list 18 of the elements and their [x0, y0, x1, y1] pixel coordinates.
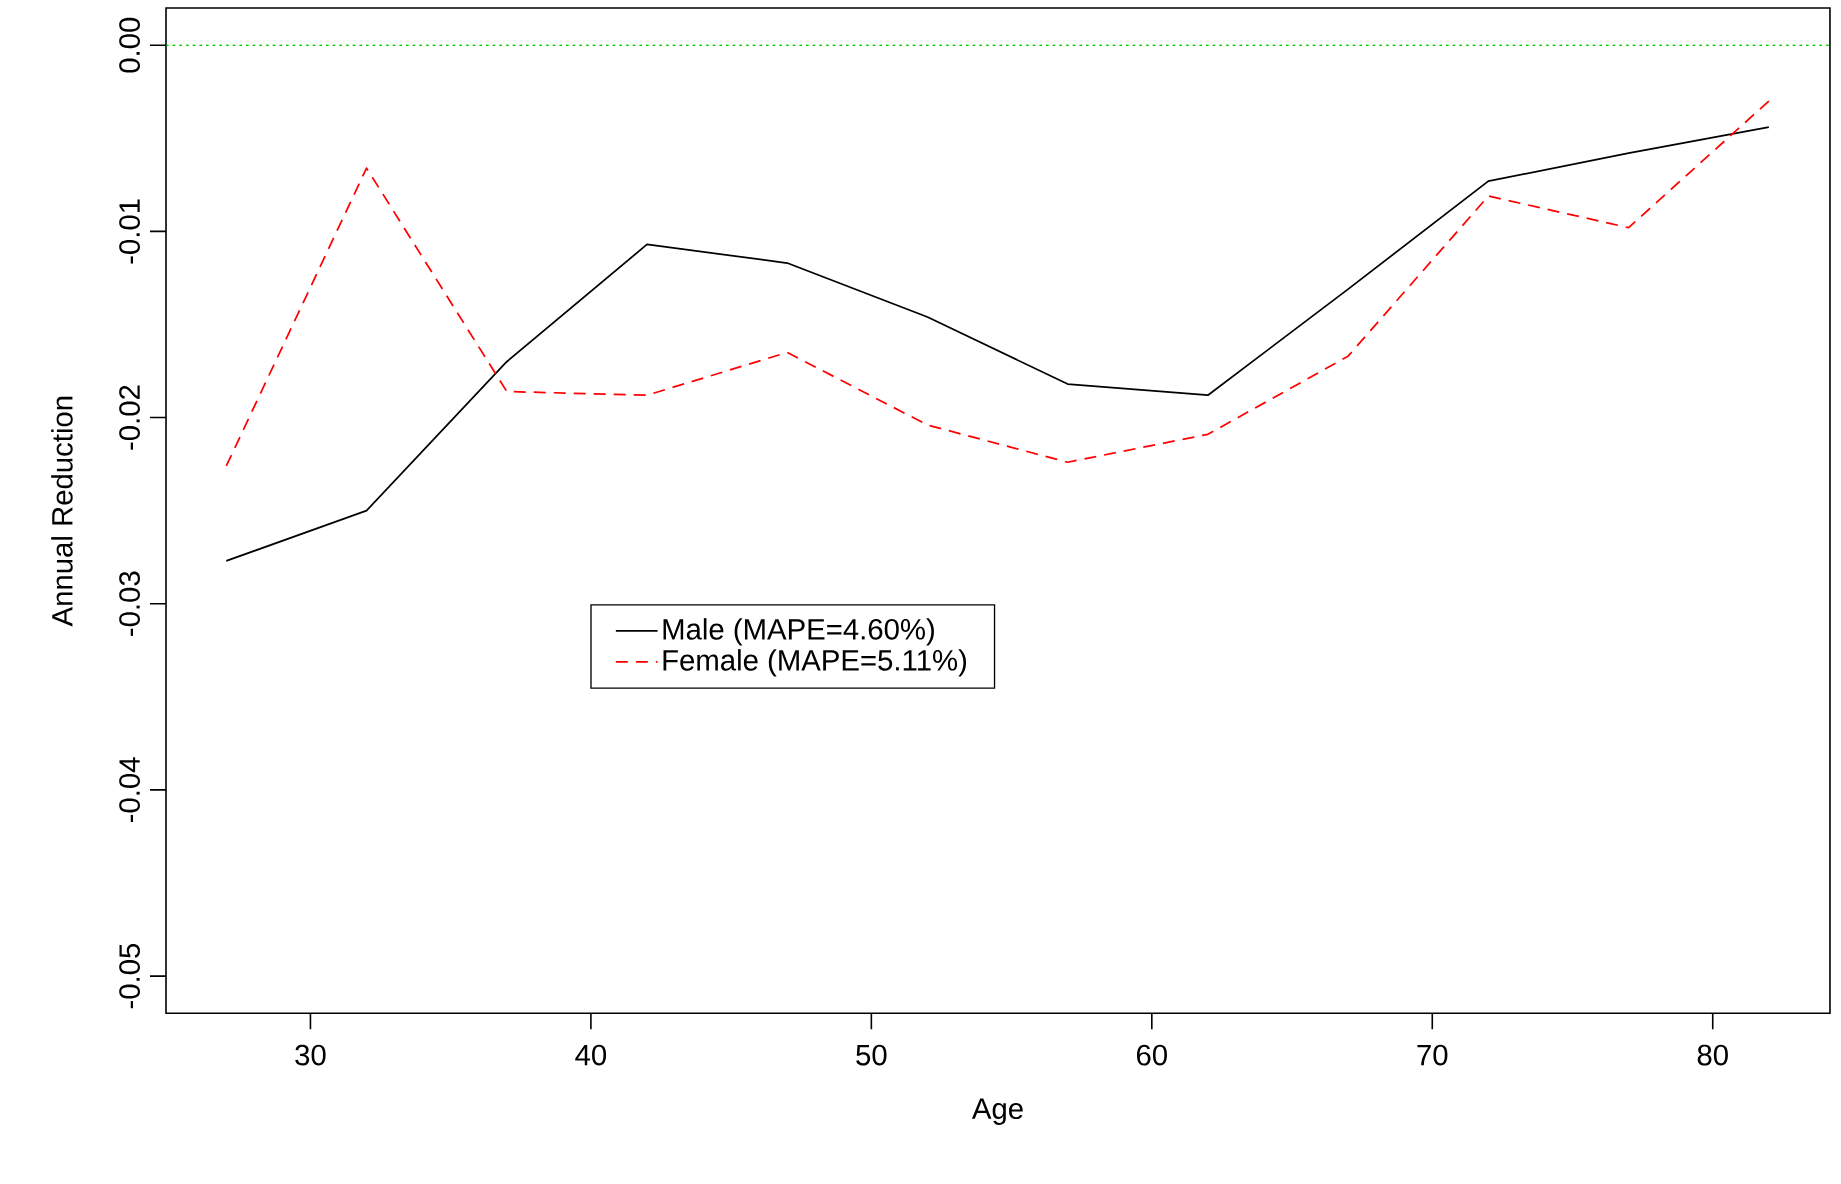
- x-tick-label: 70: [1417, 1044, 1448, 1066]
- y-tick-label: -0.04: [119, 757, 140, 823]
- y-tick-label: -0.03: [119, 571, 140, 636]
- y-tick-label: -0.01: [119, 199, 140, 264]
- x-axis-title: Age: [971, 1098, 1023, 1125]
- x-tick-label: 30: [295, 1044, 326, 1066]
- x-tick-label: 80: [1697, 1044, 1728, 1066]
- line-series: [225, 100, 1770, 467]
- x-tick-label: 50: [856, 1044, 887, 1066]
- legend-label: Male (MAPE=4.60%): [663, 618, 934, 646]
- y-axis-title: Annual Reduction: [51, 396, 73, 627]
- line-series: [225, 126, 1770, 562]
- x-tick-label: 40: [575, 1044, 607, 1066]
- x-tick-label: 60: [1136, 1044, 1167, 1066]
- y-tick-label: 0.00: [119, 17, 140, 73]
- legend-label: Female (MAPE=5.11%): [663, 649, 967, 677]
- y-tick-label: -0.05: [119, 943, 140, 1009]
- y-tick-label: -0.02: [119, 385, 140, 450]
